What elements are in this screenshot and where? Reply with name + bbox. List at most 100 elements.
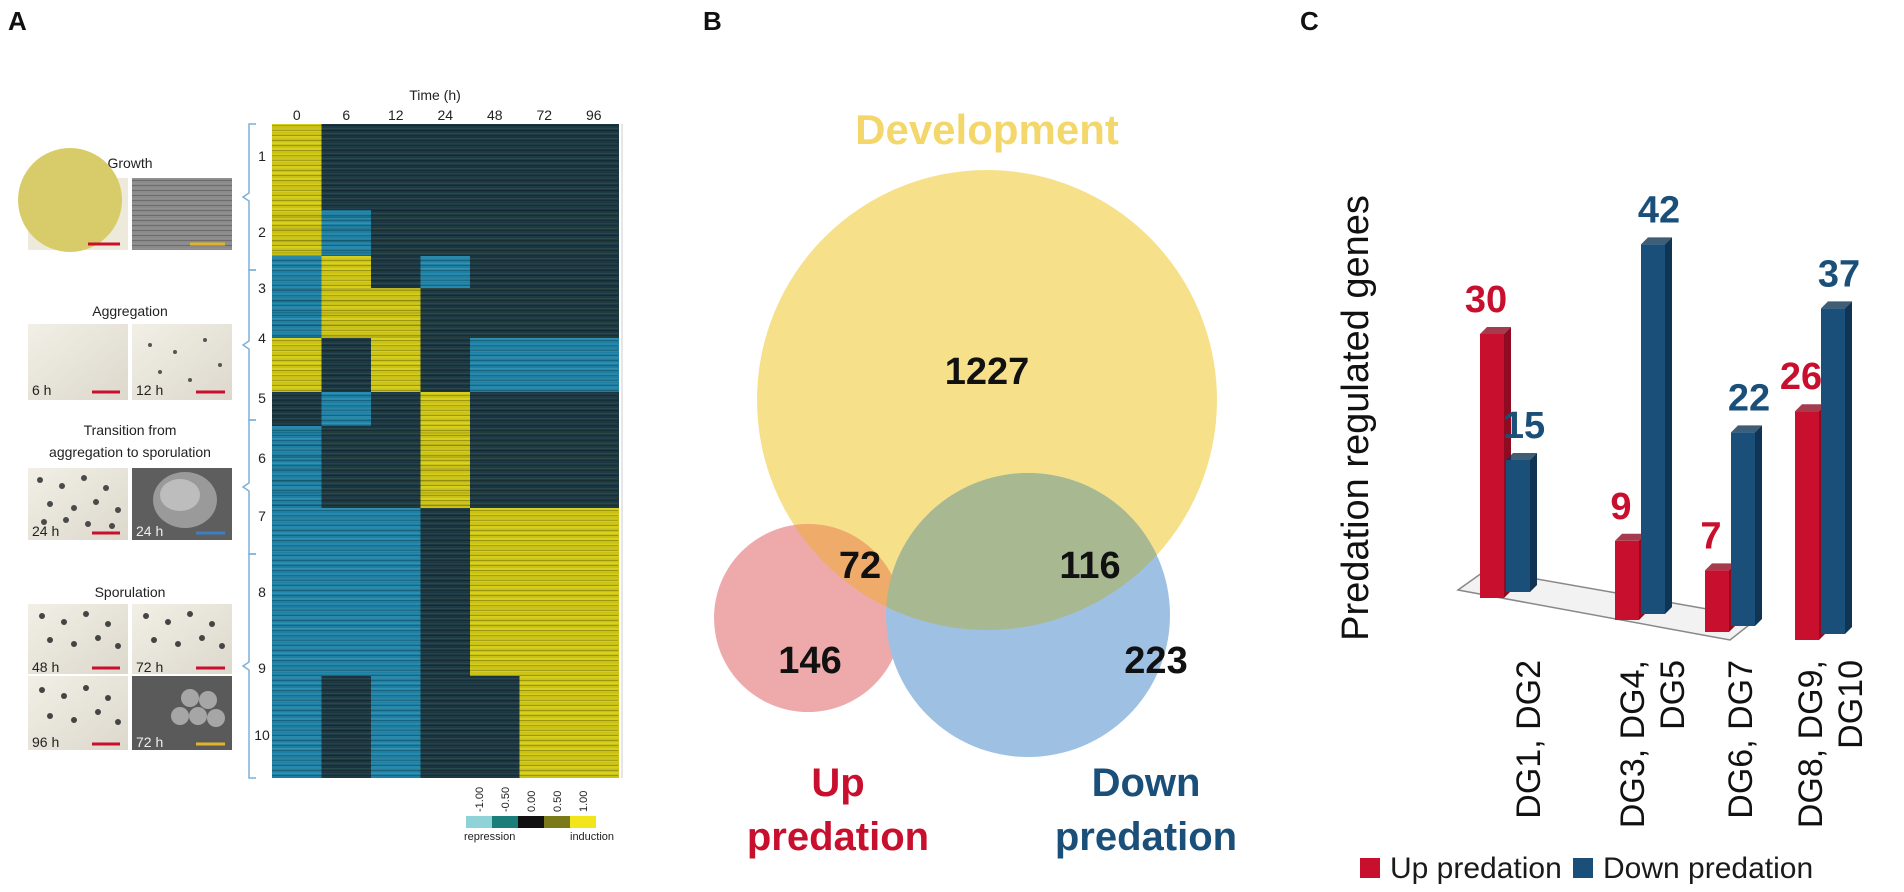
photo-growth-colony — [18, 148, 128, 252]
panel-a-heatmap-figure: Growth Aggregation Transition from aggre… — [18, 87, 623, 843]
cluster-label: 5 — [258, 390, 266, 406]
cluster-bracket — [241, 269, 256, 421]
category-label-line: DG6, DG7 — [1722, 660, 1760, 819]
cluster-label: 6 — [258, 450, 266, 466]
photo-label-24h-a: 24 h — [32, 523, 59, 539]
photo-aggregation-6h: 6 h — [28, 324, 128, 400]
color-scale: -1.00 -0.50 0.00 0.50 1.00 — [466, 787, 596, 828]
cluster-labels: 1 2 3 4 5 6 7 8 9 10 — [254, 148, 270, 743]
photo-label-72h-a: 72 h — [136, 659, 163, 675]
venn-up-label-line2: predation — [747, 815, 929, 859]
photo-label-72h-b: 72 h — [136, 734, 163, 750]
cluster-label: 7 — [258, 508, 266, 524]
time-tick-label: 12 — [388, 107, 404, 123]
color-scale-value: 1.00 — [578, 791, 590, 812]
bar-up-3: 7 — [1700, 515, 1736, 632]
legend-swatch — [1360, 858, 1380, 878]
color-scale-swatch — [492, 816, 518, 828]
cluster-label: 1 — [258, 148, 266, 164]
cluster-label: 9 — [258, 660, 266, 676]
bar-value-label: 22 — [1728, 377, 1770, 419]
repression-label: repression — [464, 831, 515, 843]
bar-value-label: 37 — [1818, 253, 1860, 295]
photo-transition-24h-plate: 24 h — [28, 468, 128, 540]
time-tick-label: 96 — [586, 107, 602, 123]
chart-category-labels: DG1, DG2 DG3, DG4, DG5 DG6, DG7 DG8, DG9, DG1… — [1510, 660, 1870, 828]
photo-label-12h: 12 h — [136, 382, 163, 398]
bar-value-label: 42 — [1638, 189, 1680, 231]
legend-item-up: Up predation — [1360, 852, 1562, 885]
cluster-bracket — [241, 123, 256, 271]
venn-down-label-line2: predation — [1055, 815, 1237, 859]
color-scale-swatch — [466, 816, 492, 828]
legend-label: Down predation — [1603, 852, 1813, 885]
induction-label: induction — [570, 831, 614, 843]
time-tick-label: 72 — [536, 107, 552, 123]
color-scale-value: 0.00 — [526, 791, 538, 812]
cluster-bracket — [241, 553, 256, 779]
time-tick-label: 48 — [487, 107, 503, 123]
stage-title-aggregation: Aggregation — [92, 303, 168, 319]
category-label-line: DG10 — [1832, 660, 1870, 749]
cluster-label: 2 — [258, 224, 266, 240]
category-label: DG6, DG7 — [1722, 660, 1760, 819]
cluster-label: 10 — [254, 727, 270, 743]
heatmap-texture — [272, 124, 618, 778]
category-label-line: DG8, DG9, — [1792, 660, 1830, 828]
category-label: DG3, DG4, DG5 — [1614, 660, 1692, 828]
legend-item-down: Down predation — [1573, 852, 1813, 885]
cluster-brackets — [241, 123, 256, 779]
chart-legend: Up predation Down predation — [1360, 852, 1813, 885]
cluster-bracket — [241, 419, 256, 555]
venn-count-up-only: 146 — [778, 640, 841, 682]
panel-letter-c: C — [1300, 6, 1319, 36]
color-scale-swatch — [518, 816, 544, 828]
photo-label-24h-b: 24 h — [136, 523, 163, 539]
photo-label-48h: 48 h — [32, 659, 59, 675]
photo-growth-cells — [132, 178, 232, 250]
bar-value-label: 7 — [1700, 515, 1721, 557]
time-axis-label: Time (h) — [409, 87, 461, 103]
photo-aggregation-12h: 12 h — [132, 324, 232, 400]
bar-down-2: 42 — [1638, 189, 1680, 614]
photo-sporulation-72h-sem: 72 h — [132, 676, 232, 750]
time-tick-label: 0 — [293, 107, 301, 123]
venn-development-label: Development — [855, 106, 1119, 153]
photo-label-96h: 96 h — [32, 734, 59, 750]
stage-title-growth: Growth — [107, 155, 152, 171]
category-label-line: DG1, DG2 — [1510, 660, 1548, 819]
chart-bars: 30 9 7 26 15 42 22 37 — [1465, 189, 1860, 640]
stage-title-sporulation: Sporulation — [95, 584, 166, 600]
time-tick-labels: 0 6 12 24 48 72 96 — [293, 107, 602, 123]
bar-down-4: 37 — [1818, 253, 1860, 634]
bar-value-label: 30 — [1465, 279, 1507, 321]
stage-title-transition-line2: aggregation to sporulation — [49, 444, 211, 460]
photo-sporulation-96h: 96 h — [28, 676, 128, 750]
photo-label-6h: 6 h — [32, 382, 51, 398]
category-label: DG1, DG2 — [1510, 660, 1548, 819]
bar-down-3: 22 — [1728, 377, 1770, 626]
photo-transition-24h-sem: 24 h — [132, 468, 232, 540]
cluster-label: 8 — [258, 584, 266, 600]
photo-sporulation-72h: 72 h — [132, 604, 232, 675]
time-tick-label: 24 — [437, 107, 453, 123]
bar-down-1: 15 — [1503, 405, 1545, 592]
panel-letter-b: B — [703, 6, 722, 36]
color-scale-swatch — [544, 816, 570, 828]
bar-up-2: 9 — [1610, 486, 1646, 620]
venn-down-label-line1: Down — [1092, 761, 1201, 805]
bar-value-label: 26 — [1780, 356, 1822, 398]
color-scale-swatch — [570, 816, 596, 828]
legend-label: Up predation — [1390, 852, 1562, 885]
venn-diagram: Development 1227 72 146 116 223 Up preda… — [714, 106, 1237, 859]
bar-up-4: 26 — [1780, 356, 1826, 640]
legend-swatch — [1573, 858, 1593, 878]
venn-down-dev-overlap — [886, 473, 1170, 630]
stage-title-transition: Transition from — [84, 422, 177, 438]
category-label-line: DG5 — [1654, 660, 1692, 730]
bar-value-label: 9 — [1610, 486, 1631, 528]
cluster-label: 4 — [258, 330, 266, 346]
cluster-label: 3 — [258, 280, 266, 296]
venn-count-up-dev: 72 — [839, 545, 881, 587]
venn-up-label-line1: Up — [811, 761, 864, 805]
